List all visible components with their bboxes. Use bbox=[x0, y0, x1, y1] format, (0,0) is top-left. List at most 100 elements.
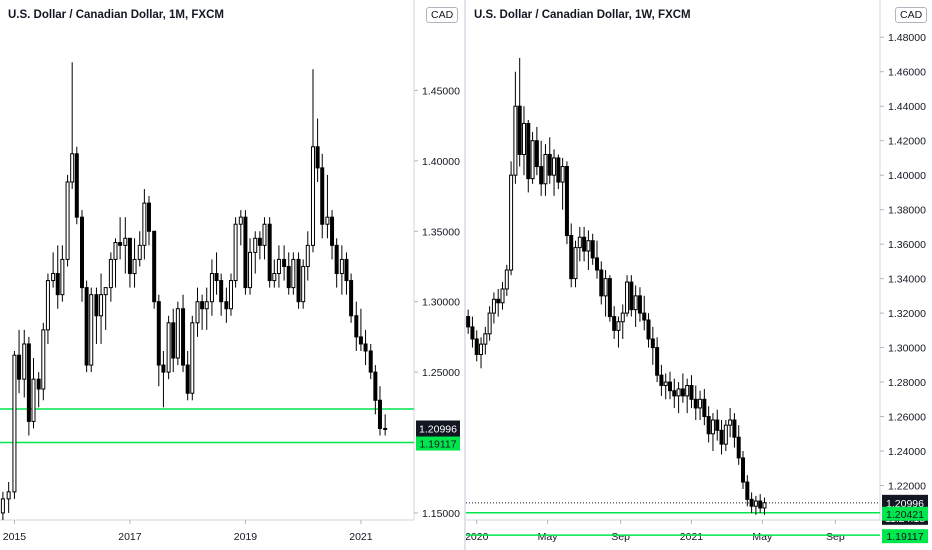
candle-body bbox=[282, 258, 287, 267]
candle-body bbox=[286, 265, 291, 289]
candle-body bbox=[547, 153, 552, 176]
x-tick-label: Sep bbox=[826, 531, 845, 543]
candle-body bbox=[698, 398, 703, 409]
weekly-chart-panel[interactable]: U.S. Dollar / Canadian Dollar, 1W, FXCM … bbox=[466, 0, 932, 550]
candle-body bbox=[55, 273, 60, 296]
candle-body bbox=[758, 500, 763, 509]
chart-title: U.S. Dollar / Canadian Dollar, 1W, FXCM bbox=[474, 9, 691, 21]
candle-body bbox=[680, 388, 685, 397]
candle-body bbox=[500, 288, 505, 304]
candle-body bbox=[474, 338, 479, 355]
candle-body bbox=[0, 498, 5, 514]
level-badge bbox=[882, 506, 928, 521]
y-tick-label: 1.36000 bbox=[888, 239, 926, 251]
candle-body bbox=[334, 244, 339, 275]
candle-body bbox=[142, 202, 147, 246]
candle-body bbox=[363, 343, 368, 352]
y-tick-label: 1.24000 bbox=[888, 446, 926, 458]
candle-body bbox=[659, 374, 664, 387]
candle-body bbox=[534, 140, 539, 168]
y-tick-label: 1.45000 bbox=[422, 85, 460, 97]
candle-body bbox=[762, 502, 767, 509]
candle-body bbox=[310, 146, 315, 246]
candle-body bbox=[552, 157, 557, 176]
candle-body bbox=[706, 416, 711, 435]
candle-body bbox=[118, 242, 123, 246]
level-badge bbox=[882, 529, 928, 544]
candle-body bbox=[65, 181, 70, 260]
candle-body bbox=[749, 498, 754, 507]
candle-body bbox=[181, 308, 186, 366]
candle-body bbox=[560, 166, 565, 183]
candle-body bbox=[741, 457, 746, 483]
candle-body bbox=[607, 278, 612, 318]
candle-body bbox=[732, 419, 737, 438]
candle-body bbox=[491, 298, 496, 314]
candle-body bbox=[12, 354, 17, 493]
candle-body bbox=[637, 295, 642, 314]
weekly-chart[interactable]: 1.48000 1.46000 1.44000 1.42000 1.40000 1.380… bbox=[466, 0, 932, 550]
chart-title: U.S. Dollar / Canadian Dollar, 1M, FXCM bbox=[8, 9, 224, 21]
candle-body bbox=[325, 216, 330, 225]
candle-body bbox=[209, 273, 214, 303]
candle-body bbox=[646, 319, 651, 340]
candle-body bbox=[354, 315, 359, 338]
candle-body bbox=[161, 364, 166, 373]
y-tick-label: 1.30000 bbox=[888, 343, 926, 355]
last-price-badge bbox=[416, 420, 460, 437]
candle-body bbox=[248, 251, 253, 289]
candle-body bbox=[676, 388, 681, 397]
candle-body bbox=[655, 347, 660, 376]
candle-body bbox=[689, 385, 694, 400]
candle-body bbox=[487, 312, 492, 335]
level-label: 1.19117 bbox=[419, 439, 456, 451]
candle-body bbox=[74, 153, 79, 218]
y-tick-label: 1.42000 bbox=[888, 136, 926, 148]
candle-body bbox=[36, 378, 41, 390]
candle-body bbox=[190, 322, 195, 394]
candle-body bbox=[521, 122, 526, 155]
candle-body bbox=[526, 122, 531, 180]
x-tick-label: 2015 bbox=[3, 531, 27, 543]
candle-body bbox=[723, 424, 728, 445]
candle-body bbox=[582, 236, 587, 252]
candle-body bbox=[200, 301, 205, 310]
x-tick-label: 2020 bbox=[466, 531, 489, 543]
candle-body bbox=[339, 258, 344, 275]
y-tick-label: 1.28000 bbox=[888, 377, 926, 389]
candle-body bbox=[577, 236, 582, 249]
currency-badge[interactable]: CAD bbox=[426, 7, 459, 23]
candle-body bbox=[543, 153, 548, 185]
candle-body bbox=[301, 265, 306, 303]
y-tick-label: 1.30000 bbox=[422, 297, 460, 309]
candle-body bbox=[377, 399, 382, 429]
candle-body bbox=[612, 316, 617, 331]
candle-body bbox=[330, 216, 335, 246]
candle-body bbox=[238, 216, 243, 225]
candle-body bbox=[650, 338, 655, 349]
candle-body bbox=[642, 312, 647, 321]
panel-divider[interactable] bbox=[464, 0, 466, 550]
candle-body bbox=[479, 343, 484, 355]
candle-body bbox=[108, 258, 113, 289]
y-tick-label: 1.40000 bbox=[888, 170, 926, 182]
candle-body bbox=[466, 316, 471, 328]
currency-badge[interactable]: CAD bbox=[895, 7, 928, 23]
candle-body bbox=[45, 280, 50, 331]
level-label: 1.20421 bbox=[886, 509, 924, 521]
candle-body bbox=[668, 381, 672, 392]
candle-body bbox=[272, 273, 277, 282]
y-tick-label: 1.46000 bbox=[888, 67, 926, 79]
candle-body bbox=[625, 281, 630, 314]
candle-body bbox=[373, 371, 378, 401]
candle-body bbox=[590, 240, 595, 259]
candle-body bbox=[6, 491, 11, 500]
monthly-chart-panel[interactable]: U.S. Dollar / Canadian Dollar, 1M, FXCM … bbox=[0, 0, 464, 550]
candle-body bbox=[569, 235, 574, 280]
candle-body bbox=[496, 298, 501, 304]
candle-body bbox=[556, 157, 561, 183]
candle-body bbox=[80, 216, 84, 289]
candle-body bbox=[41, 329, 46, 390]
monthly-chart[interactable]: 1.45000 1.40000 1.35000 1.30000 1.25000 1.150… bbox=[0, 0, 464, 550]
candle-body bbox=[291, 258, 296, 289]
